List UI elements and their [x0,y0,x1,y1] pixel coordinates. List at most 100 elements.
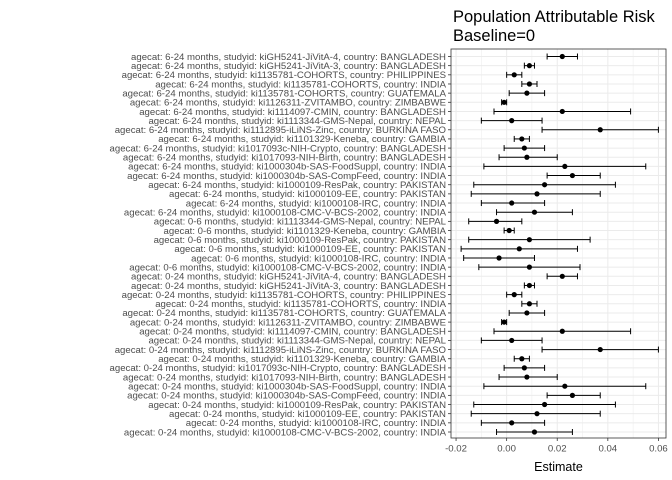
estimate-point [501,99,507,105]
estimate-point [531,429,538,435]
estimate-point [559,53,565,60]
x-tick-label: -0.02 [445,444,467,455]
y-tick-label: agecat: 6-24 months, studyid: ki1112895-… [115,125,446,136]
y-tick-label: agecat: 6-24 months, studyid: ki1000108-… [186,198,447,209]
estimate-row-mark [498,374,558,381]
estimate-point [524,374,530,380]
y-tick-label: agecat: 6-24 months, studyid: ki1017093c… [110,143,447,154]
y-tick-label: agecat: 6-24 months, studyid: ki1135781-… [155,79,446,90]
estimate-point [569,392,576,398]
x-tick-label: 0.00 [497,444,516,455]
estimate-row-mark [541,126,659,133]
x-tick-label: 0.04 [598,444,617,455]
x-tick-label: 0.02 [548,444,567,455]
estimate-row-mark [473,401,616,408]
estimate-point [559,273,565,279]
y-tick-label: agecat: 6-24 months, studyid: kiGH5241-J… [131,52,446,63]
x-axis: -0.02 0.00 0.02 0.04 0.06 [445,438,668,455]
y-tick-label: agecat: 0-6 months, studyid: ki1000109-R… [154,235,446,246]
estimate-point [519,356,525,362]
estimate-row-mark [506,71,523,78]
y-tick-label: agecat: 0-24 months, studyid: kiGH5241-J… [131,272,446,283]
estimate-row-mark [503,227,515,234]
estimate-point [534,191,540,197]
estimate-row-mark [493,328,632,335]
estimate-row-mark [480,117,543,124]
y-tick-label: agecat: 0-6 months, studyid: ki1101329-K… [164,226,447,237]
estimate-point [521,145,527,151]
y-tick-label: agecat: 0-6 months, studyid: ki1000108-C… [129,262,446,273]
estimate-row-mark [508,309,546,316]
estimate-point [511,72,517,78]
estimate-point [511,292,517,298]
estimate-point [524,90,530,96]
estimate-point [531,209,538,215]
y-tick-label: agecat: 0-24 months, studyid: ki1000304b… [128,382,446,393]
estimate-row-mark [521,80,538,87]
y-tick-label: agecat: 0-6 months, studyid: ki1000109-E… [174,244,446,255]
estimate-row-mark [478,264,581,271]
y-tick-label: agecat: 6-24 months, studyid: ki1135781-… [122,88,446,99]
estimate-point [506,227,512,234]
estimate-row-mark [480,419,546,426]
estimate-point [493,218,500,224]
panel-border [450,48,667,439]
estimate-row-mark [470,410,601,417]
estimate-point [526,63,533,69]
estimate-row-mark [460,245,578,252]
y-tick-label: agecat: 0-24 months, studyid: ki1000109-… [169,409,446,420]
y-tick-label: agecat: 0-24 months, studyid: ki1126311-… [130,317,446,328]
estimate-row-mark [506,291,523,298]
estimate-point [569,172,576,179]
estimate-point [509,200,515,206]
y-tick-label: agecat: 0-24 months, studyid: ki1113344-… [148,336,446,347]
estimate-row-mark [546,53,578,60]
estimate-row-mark [463,254,535,261]
y-tick-label: agecat: 0-24 months, studyid: ki1017093c… [110,363,447,374]
estimate-point [524,310,530,316]
estimate-row-mark [546,172,601,179]
y-tick-label: agecat: 0-24 months, studyid: ki1000108-… [124,427,447,438]
estimate-point [541,401,548,408]
estimate-row-mark [546,392,601,399]
estimate-row-mark [470,190,601,197]
y-tick-label: agecat: 0-24 months, studyid: ki1000109-… [148,400,446,411]
y-tick-label: agecat: 0-24 months, studyid: ki1000304b… [127,391,446,402]
estimate-row-mark [468,218,523,225]
y-tick-label: agecat: 0-6 months, studyid: ki1113344-G… [154,217,447,228]
estimate-point [562,163,568,170]
y-tick-label: agecat: 6-24 months, studyid: ki1101329-… [158,134,446,145]
estimate-row-mark [513,355,530,362]
estimate-point [526,237,533,243]
estimate-point [509,337,515,344]
x-axis-title: Estimate [534,460,583,474]
estimate-row-mark [480,200,546,207]
y-tick-label: agecat: 6-24 months, studyid: ki1126311-… [130,98,446,109]
estimate-row-mark [483,383,647,390]
estimate-row-mark [501,99,508,106]
estimate-row-mark [496,209,573,216]
y-tick-label: agecat: 6-24 months, studyid: ki1000304b… [128,162,446,173]
estimate-row-mark [501,319,508,326]
y-tick-label: agecat: 0-24 months, studyid: ki1135781-… [122,290,446,301]
estimate-point [562,383,568,389]
estimate-point [597,346,603,353]
y-tick-label: agecat: 0-24 months, studyid: ki1101329-… [158,354,446,365]
estimate-row-mark [468,236,591,243]
y-tick-label: agecat: 0-24 months, studyid: ki1135781-… [155,299,446,310]
estimate-row-mark [503,145,546,152]
estimate-point [541,182,548,188]
estimate-point [521,365,527,371]
estimate-row-mark [503,364,546,371]
estimate-point [534,411,540,417]
estimate-row-mark [523,282,535,289]
estimate-row-mark [496,429,573,435]
y-tick-label: agecat: 0-6 months, studyid: ki1000108-I… [191,253,446,264]
estimate-point [509,420,515,426]
estimate-row-mark [493,108,632,115]
y-tick-label: agecat: 6-24 months, studyid: ki1113344-… [148,116,446,127]
chart-title-line-2: Baseline=0 [453,27,535,45]
chart-title-line-1: Population Attributable Risk [453,8,656,26]
estimate-row-mark [498,154,558,161]
